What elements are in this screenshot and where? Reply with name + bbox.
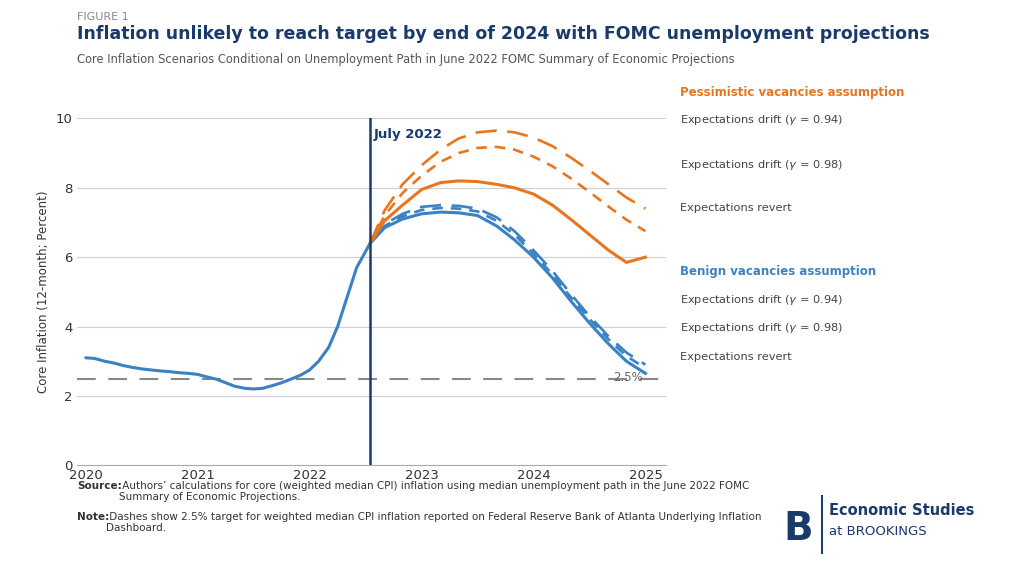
Text: Expectations drift ($\gamma$ = 0.98): Expectations drift ($\gamma$ = 0.98): [680, 158, 843, 172]
Text: 2.5%: 2.5%: [613, 371, 643, 384]
Text: July 2022: July 2022: [374, 128, 442, 141]
Text: B: B: [783, 510, 813, 548]
Text: FIGURE 1: FIGURE 1: [77, 12, 128, 23]
Text: Dashes show 2.5% target for weighted median CPI inflation reported on Federal Re: Dashes show 2.5% target for weighted med…: [106, 512, 762, 533]
Text: Expectations drift ($\gamma$ = 0.94): Expectations drift ($\gamma$ = 0.94): [680, 293, 843, 307]
Text: Note:: Note:: [77, 512, 109, 522]
Text: Source:: Source:: [77, 481, 122, 491]
Text: at BROOKINGS: at BROOKINGS: [829, 525, 927, 537]
Text: Expectations drift ($\gamma$ = 0.94): Expectations drift ($\gamma$ = 0.94): [680, 113, 843, 127]
Text: Expectations revert: Expectations revert: [680, 352, 792, 363]
Text: Core Inflation Scenarios Conditional on Unemployment Path in June 2022 FOMC Summ: Core Inflation Scenarios Conditional on …: [77, 53, 734, 66]
Text: Expectations drift ($\gamma$ = 0.98): Expectations drift ($\gamma$ = 0.98): [680, 321, 843, 336]
Text: Inflation unlikely to reach target by end of 2024 with FOMC unemployment project: Inflation unlikely to reach target by en…: [77, 25, 930, 43]
Text: Authors’ calculations for core (weighted median CPI) inflation using median unem: Authors’ calculations for core (weighted…: [119, 481, 750, 502]
Text: Benign vacancies assumption: Benign vacancies assumption: [680, 265, 877, 278]
Text: Expectations revert: Expectations revert: [680, 203, 792, 213]
Y-axis label: Core Inflation (12-month; Percent): Core Inflation (12-month; Percent): [37, 191, 50, 393]
Text: Economic Studies: Economic Studies: [829, 503, 975, 518]
Text: Pessimistic vacancies assumption: Pessimistic vacancies assumption: [680, 86, 904, 99]
